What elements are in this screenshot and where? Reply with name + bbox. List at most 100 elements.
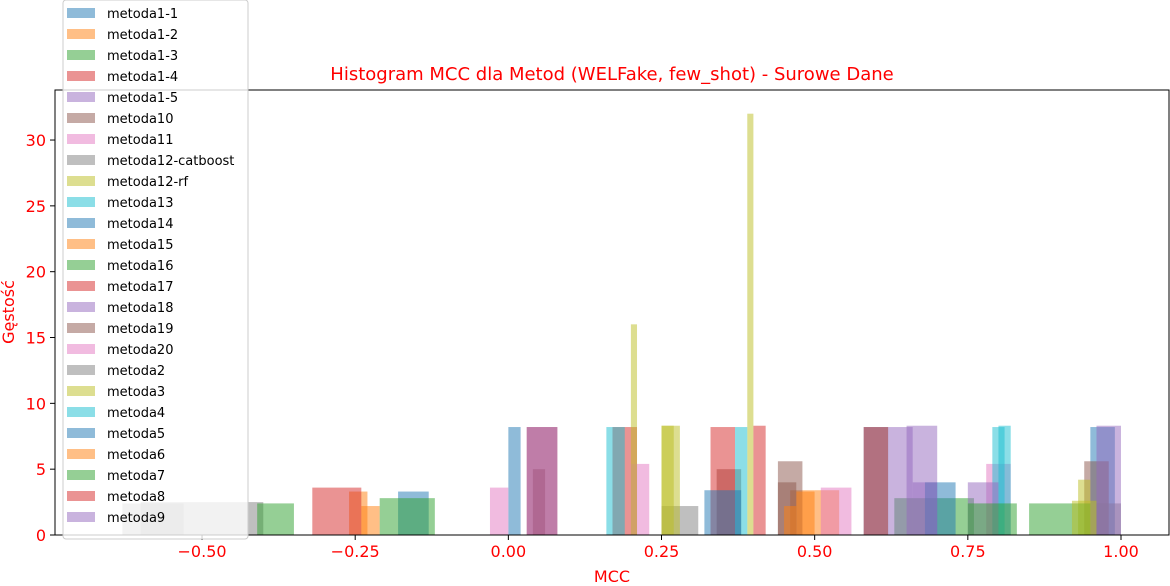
x-axis-label: MCC xyxy=(594,567,630,586)
legend-item-label: metoda7 xyxy=(107,469,165,484)
legend-swatch xyxy=(67,302,95,312)
legend-item-label: metoda2 xyxy=(107,364,165,379)
legend-swatch xyxy=(67,365,95,375)
legend-item-label: metoda4 xyxy=(107,406,165,421)
legend-swatch xyxy=(67,491,95,501)
legend-item-label: metoda3 xyxy=(107,385,165,400)
legend-swatch xyxy=(67,344,95,354)
y-tick-label: 0 xyxy=(36,526,46,545)
histogram-bar xyxy=(784,506,797,535)
legend-swatch xyxy=(67,113,95,123)
series-metoda20 xyxy=(489,487,852,535)
legend-swatch xyxy=(67,92,95,102)
histogram-bar xyxy=(753,425,766,535)
legend-item-label: metoda8 xyxy=(107,490,165,505)
legend-swatch xyxy=(67,323,95,333)
y-tick-label: 10 xyxy=(26,394,46,413)
legend-item-label: metoda1-5 xyxy=(107,91,178,106)
legend-swatch xyxy=(67,29,95,39)
x-tick-label: 0.00 xyxy=(491,542,527,561)
series-metoda9 xyxy=(526,425,1121,535)
legend-swatch xyxy=(67,71,95,81)
x-axis-ticks: −0.50 −0.25 0.00 0.25 0.50 0.75 1.00 xyxy=(178,535,1139,561)
legend-item-label: metoda6 xyxy=(107,448,165,463)
series-metoda6 xyxy=(361,506,797,535)
legend-item-label: metoda14 xyxy=(107,217,173,232)
series-metoda7 xyxy=(379,498,1017,535)
legend-swatch xyxy=(67,218,95,228)
x-tick-label: −0.25 xyxy=(331,542,380,561)
legend-item-label: metoda12-rf xyxy=(107,175,189,190)
histogram-bar xyxy=(257,503,294,535)
chart-title: Histogram MCC dla Metod (WELFake, few_sh… xyxy=(330,64,893,85)
legend-swatch xyxy=(67,470,95,480)
legend-item-label: metoda19 xyxy=(107,322,173,337)
histogram-bar xyxy=(1071,500,1097,535)
legend-swatch xyxy=(67,428,95,438)
histogram-bar xyxy=(526,427,558,535)
histogram-bar xyxy=(967,503,1017,535)
legend-item-label: metoda1-2 xyxy=(107,28,178,43)
y-axis-label: Gęstość xyxy=(0,280,18,344)
y-tick-label: 5 xyxy=(36,460,46,479)
histogram-bar xyxy=(630,324,638,535)
legend-item-label: metoda1-4 xyxy=(107,70,178,85)
legend-swatch xyxy=(67,134,95,144)
histogram-bar xyxy=(661,425,680,535)
histogram-bar xyxy=(379,498,435,535)
histogram-bar xyxy=(747,113,754,535)
y-tick-label: 15 xyxy=(26,329,46,348)
legend-item-label: metoda20 xyxy=(107,343,173,358)
histogram-bar xyxy=(796,491,815,535)
histogram-bar xyxy=(312,487,362,535)
x-tick-label: 0.50 xyxy=(797,542,833,561)
y-tick-label: 20 xyxy=(26,263,46,282)
legend-item-label: metoda5 xyxy=(107,427,165,442)
histogram-bar xyxy=(820,487,852,535)
legend-swatch xyxy=(67,512,95,522)
legend-swatch xyxy=(67,281,95,291)
histogram-bar xyxy=(1096,425,1121,535)
legend: metoda1-1 metoda1-2 metoda1-3 metoda1-4 meto… xyxy=(62,0,249,540)
x-tick-label: 1.00 xyxy=(1103,542,1139,561)
legend-box xyxy=(62,0,249,540)
legend-item-label: metoda1-3 xyxy=(107,49,178,64)
x-tick-label: 0.25 xyxy=(644,542,680,561)
histogram-bar xyxy=(606,427,625,535)
series-metoda3 xyxy=(661,425,1097,535)
x-tick-label: −0.50 xyxy=(178,542,227,561)
legend-item-label: metoda1-1 xyxy=(107,7,178,22)
x-tick-label: 0.75 xyxy=(950,542,986,561)
legend-item-label: metoda16 xyxy=(107,259,173,274)
y-axis-ticks: 0 5 10 15 20 25 30 xyxy=(26,131,55,545)
legend-swatch xyxy=(67,239,95,249)
legend-swatch xyxy=(67,50,95,60)
y-tick-label: 30 xyxy=(26,131,46,150)
legend-swatch xyxy=(67,386,95,396)
legend-item-label: metoda17 xyxy=(107,280,173,295)
histogram-bar xyxy=(906,425,938,535)
histogram-bar xyxy=(863,427,889,535)
legend-swatch xyxy=(67,449,95,459)
y-tick-label: 25 xyxy=(26,197,46,216)
histogram-bar xyxy=(508,427,521,535)
legend-item-label: metoda13 xyxy=(107,196,173,211)
legend-item-label: metoda9 xyxy=(107,511,165,526)
legend-swatch xyxy=(67,8,95,18)
legend-swatch xyxy=(67,407,95,417)
legend-item-label: metoda12-catboost xyxy=(107,154,234,169)
legend-item-label: metoda10 xyxy=(107,112,173,127)
legend-swatch xyxy=(67,260,95,270)
plot-area xyxy=(122,113,1121,535)
legend-swatch xyxy=(67,155,95,165)
axes-frame xyxy=(54,89,1170,536)
legend-item-label: metoda18 xyxy=(107,301,173,316)
legend-swatch xyxy=(67,176,95,186)
histogram-bar xyxy=(704,490,742,535)
histogram-bar xyxy=(489,487,509,535)
legend-item-label: metoda15 xyxy=(107,238,173,253)
histogram-bar xyxy=(361,506,380,535)
legend-swatch xyxy=(67,197,95,207)
legend-item-label: metoda11 xyxy=(107,133,173,148)
